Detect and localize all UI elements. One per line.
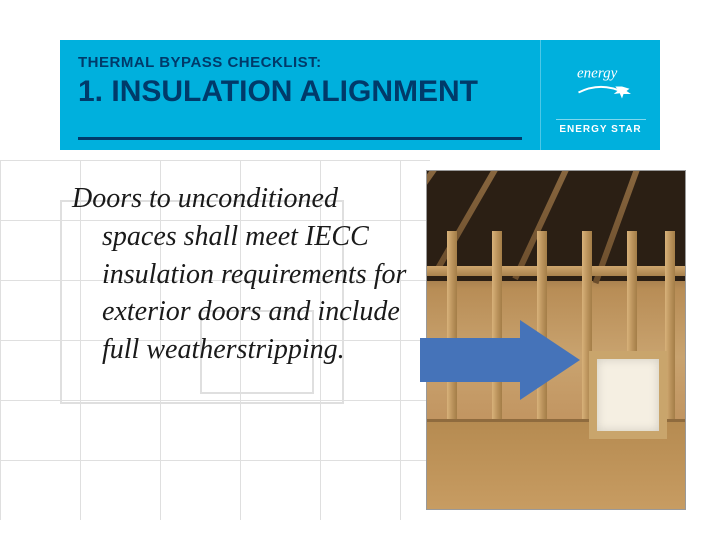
star-icon: energy — [561, 55, 641, 115]
star-shape — [613, 87, 630, 99]
callout-arrow-icon — [420, 320, 580, 400]
door-opening — [589, 351, 667, 439]
body-first-line: Doors to unconditioned — [72, 183, 338, 214]
header-title: 1. INSULATION ALIGNMENT — [78, 75, 522, 109]
slide-header: THERMAL BYPASS CHECKLIST: 1. INSULATION … — [60, 40, 660, 150]
energy-star-logo: energy ENERGY STAR — [540, 40, 660, 150]
header-subtitle: THERMAL BYPASS CHECKLIST: — [78, 54, 522, 71]
logo-script-text: energy — [577, 66, 618, 82]
header-text-block: THERMAL BYPASS CHECKLIST: 1. INSULATION … — [60, 40, 540, 150]
body-rest: spaces shall meet IECC insulation requir… — [72, 218, 432, 369]
slide-body-text: Doors to unconditioned spaces shall meet… — [72, 180, 432, 369]
logo-label: ENERGY STAR — [556, 119, 646, 135]
